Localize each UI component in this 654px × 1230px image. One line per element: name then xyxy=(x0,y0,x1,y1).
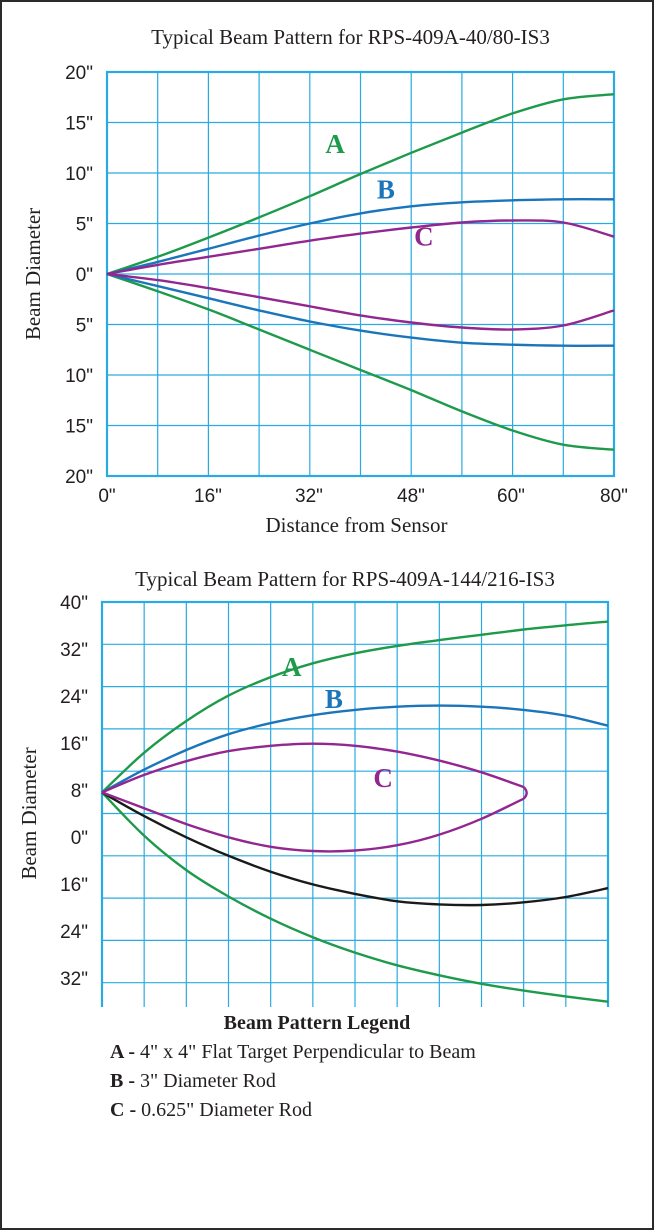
x-axis-label: Distance from Sensor xyxy=(266,513,448,537)
x-tick-label: 32" xyxy=(295,486,323,507)
series-c-closing-line xyxy=(522,786,528,800)
series-a-upper-line xyxy=(106,93,615,276)
x-tick-label: 16" xyxy=(194,486,222,507)
beam-pattern-legend: Beam Pattern Legend A - 4" x 4" Flat Tar… xyxy=(2,1012,652,1122)
legend-item-b: B - 3" Diameter Rod xyxy=(110,1070,652,1093)
x-tick-label: 48" xyxy=(397,486,425,507)
series-b-upper-line xyxy=(101,704,609,794)
y-tick-label: 40" xyxy=(60,593,88,614)
legend-title: Beam Pattern Legend xyxy=(223,1012,411,1034)
legend-item-a: A - 4" x 4" Flat Target Perpendicular to… xyxy=(110,1041,652,1064)
series-a-lower-line xyxy=(106,272,615,451)
series-c-upper-line xyxy=(106,219,615,276)
series-annotation-b: B xyxy=(325,684,343,714)
y-tick-label: 0" xyxy=(71,828,88,849)
series-annotation-b: B xyxy=(377,174,395,204)
legend-key-c: C - xyxy=(110,1099,137,1121)
x-tick-label: 0" xyxy=(98,486,115,507)
y-tick-label: 15" xyxy=(65,114,93,135)
y-tick-label: 20" xyxy=(65,467,93,488)
series-annotation-c: C xyxy=(373,763,393,793)
legend-item-c: C - 0.625" Diameter Rod xyxy=(110,1099,652,1122)
series-a-upper-line xyxy=(101,620,609,794)
chart-1: Typical Beam Pattern for RPS-409A-40/80-… xyxy=(21,25,628,537)
series-b-upper-line xyxy=(106,198,615,276)
legend-text-a: 4" x 4" Flat Target Perpendicular to Bea… xyxy=(140,1041,476,1063)
y-tick-label: 8" xyxy=(71,781,88,802)
y-axis-label: Beam Diameter xyxy=(21,208,45,340)
chart-2: Typical Beam Pattern for RPS-409A-144/21… xyxy=(17,567,610,1007)
series-c-upper-line xyxy=(101,742,525,794)
y-tick-label: 0" xyxy=(76,265,93,286)
y-tick-label: 24" xyxy=(60,687,88,708)
x-tick-label: 60" xyxy=(497,486,525,507)
charts-canvas: Typical Beam Pattern for RPS-409A-40/80-… xyxy=(17,25,628,1007)
legend-text-c: 0.625" Diameter Rod xyxy=(141,1099,313,1121)
series-unlabeled-lower-line xyxy=(101,791,609,907)
chart-title: Typical Beam Pattern for RPS-409A-144/21… xyxy=(135,567,555,591)
x-tick-label: 80" xyxy=(600,486,628,507)
y-tick-label: 24" xyxy=(60,922,88,943)
chart-title: Typical Beam Pattern for RPS-409A-40/80-… xyxy=(151,25,550,49)
y-tick-label: 16" xyxy=(60,734,88,755)
plot-frame xyxy=(100,600,610,1007)
legend-text-b: 3" Diameter Rod xyxy=(140,1070,276,1092)
y-tick-label: 5" xyxy=(76,316,93,337)
series-c-lower-line xyxy=(101,791,525,853)
series-annotation-a: A xyxy=(282,652,302,682)
legend-key-b: B - xyxy=(110,1070,135,1092)
series-a-lower-line xyxy=(101,791,609,1003)
series-annotation-c: C xyxy=(414,222,434,252)
legend-key-a: A - xyxy=(110,1041,135,1063)
y-tick-label: 32" xyxy=(60,640,88,661)
series-b-lower-line xyxy=(106,272,615,347)
y-tick-label: 20" xyxy=(65,63,93,84)
y-tick-label: 16" xyxy=(60,875,88,896)
series-annotation-a: A xyxy=(325,129,345,159)
y-tick-label: 10" xyxy=(65,164,93,185)
y-tick-label: 32" xyxy=(60,969,88,990)
y-tick-label: 5" xyxy=(76,215,93,236)
series-c-lower-line xyxy=(106,272,615,331)
y-tick-label: 15" xyxy=(65,417,93,438)
y-axis-label: Beam Diameter xyxy=(17,747,41,879)
y-tick-label: 10" xyxy=(65,366,93,387)
